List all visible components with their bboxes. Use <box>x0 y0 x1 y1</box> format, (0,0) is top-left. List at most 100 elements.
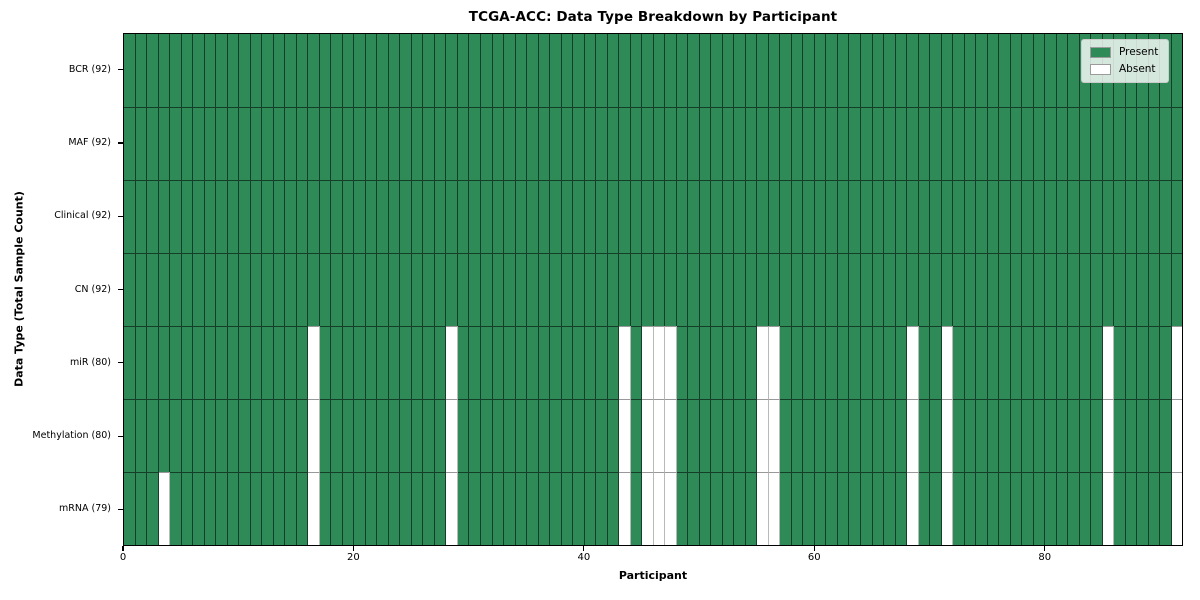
cell <box>354 326 366 399</box>
cell <box>331 399 343 472</box>
cell <box>907 107 919 180</box>
cell <box>296 326 309 399</box>
cell <box>423 399 435 472</box>
cell <box>1033 34 1046 107</box>
cell <box>423 180 435 253</box>
cell <box>837 180 850 253</box>
cell <box>930 399 942 472</box>
cell <box>331 326 343 399</box>
cell <box>273 180 286 253</box>
cell <box>1091 180 1103 253</box>
cell <box>791 107 804 180</box>
y-tick-label: mRNA (79) <box>59 503 111 515</box>
cell <box>342 107 355 180</box>
cell <box>849 253 861 326</box>
cell <box>239 472 251 545</box>
cell <box>170 107 182 180</box>
cell <box>699 326 712 399</box>
cell <box>147 472 159 545</box>
cell <box>308 180 320 253</box>
cell <box>757 399 769 472</box>
cell <box>227 34 240 107</box>
cell <box>204 326 217 399</box>
cell <box>388 326 401 399</box>
cell <box>1010 326 1023 399</box>
cell <box>1068 399 1080 472</box>
cell <box>1171 326 1183 399</box>
cell <box>124 399 136 472</box>
cell <box>411 326 424 399</box>
cell <box>342 34 355 107</box>
cell <box>1068 34 1080 107</box>
cell <box>469 34 481 107</box>
cell <box>584 34 597 107</box>
cell <box>124 180 136 253</box>
cell <box>768 472 781 545</box>
cell <box>135 34 148 107</box>
cell <box>1033 180 1046 253</box>
cell <box>849 472 861 545</box>
cell <box>170 399 182 472</box>
cell <box>135 107 148 180</box>
cell <box>1079 399 1092 472</box>
cell <box>573 253 585 326</box>
cell <box>285 34 297 107</box>
y-tick-mark <box>118 508 123 511</box>
cell <box>826 107 838 180</box>
cell <box>573 399 585 472</box>
cell <box>907 472 919 545</box>
cell <box>170 253 182 326</box>
cell <box>1125 399 1138 472</box>
heatmap-row-CN <box>124 253 1183 326</box>
cell <box>492 399 505 472</box>
cell <box>619 180 631 253</box>
cell <box>837 399 850 472</box>
cell <box>239 34 251 107</box>
cell <box>492 107 505 180</box>
cell <box>1102 253 1115 326</box>
cell <box>607 326 620 399</box>
cell <box>1160 472 1172 545</box>
cell <box>273 399 286 472</box>
cell <box>434 399 447 472</box>
cell <box>837 34 850 107</box>
cell <box>791 34 804 107</box>
cell <box>964 399 977 472</box>
cell <box>388 253 401 326</box>
cell <box>1148 107 1161 180</box>
cell <box>377 326 389 399</box>
cell <box>492 253 505 326</box>
cell <box>653 107 666 180</box>
cell <box>170 326 182 399</box>
cell <box>1010 472 1023 545</box>
cell <box>1148 253 1161 326</box>
cell <box>1160 253 1172 326</box>
cell <box>400 326 412 399</box>
cell <box>1033 326 1046 399</box>
cell <box>826 34 838 107</box>
cell <box>596 107 608 180</box>
cell <box>469 180 481 253</box>
cell <box>814 399 827 472</box>
cell <box>814 180 827 253</box>
cell <box>273 326 286 399</box>
cell <box>861 472 873 545</box>
cell <box>803 34 815 107</box>
cell <box>181 399 194 472</box>
cell <box>170 180 182 253</box>
cell <box>780 34 792 107</box>
cell <box>791 180 804 253</box>
cell <box>181 180 194 253</box>
cell <box>872 399 885 472</box>
cell <box>504 107 516 180</box>
cell <box>342 472 355 545</box>
cell <box>400 107 412 180</box>
cell <box>354 34 366 107</box>
cell <box>135 253 148 326</box>
cell <box>630 399 643 472</box>
cell <box>849 180 861 253</box>
cell <box>181 34 194 107</box>
cell <box>1079 472 1092 545</box>
cell <box>158 34 171 107</box>
cell <box>1045 180 1057 253</box>
